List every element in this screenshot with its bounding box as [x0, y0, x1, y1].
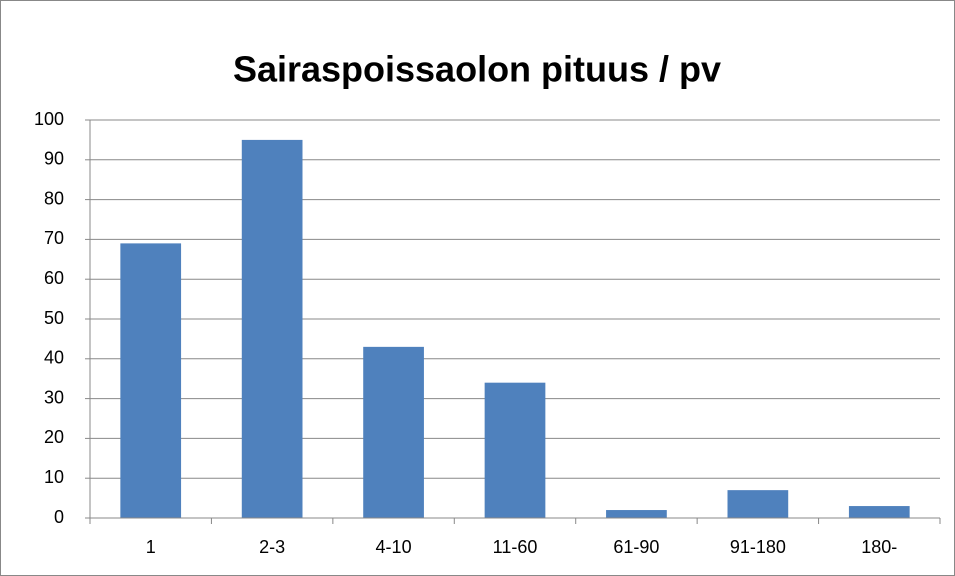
y-tick-label: 80 — [44, 188, 64, 208]
bar — [484, 382, 546, 518]
bar — [120, 243, 182, 518]
y-tick-label: 50 — [44, 308, 64, 328]
y-tick-label: 90 — [44, 149, 64, 169]
x-tick-label: 91-180 — [730, 537, 786, 557]
x-tick-label: 61-90 — [613, 537, 659, 557]
y-tick-label: 70 — [44, 228, 64, 248]
x-tick-label: 4-10 — [376, 537, 412, 557]
y-tick-label: 0 — [54, 507, 64, 527]
y-tick-label: 10 — [44, 467, 64, 487]
x-tick-label: 1 — [146, 537, 156, 557]
bar — [727, 490, 789, 518]
x-tick-label: 180- — [861, 537, 897, 557]
bar — [848, 506, 910, 518]
y-tick-label: 20 — [44, 427, 64, 447]
y-tick-label: 60 — [44, 268, 64, 288]
y-tick-label: 30 — [44, 387, 64, 407]
chart-title: Sairaspoissaolon pituus / pv — [233, 49, 721, 90]
bar — [363, 346, 424, 518]
y-tick-label: 40 — [44, 348, 64, 368]
bar — [606, 510, 667, 518]
x-tick-label: 2-3 — [259, 537, 285, 557]
x-tick-label: 11-60 — [493, 537, 538, 557]
bar — [241, 139, 303, 518]
y-tick-label: 100 — [34, 109, 64, 129]
